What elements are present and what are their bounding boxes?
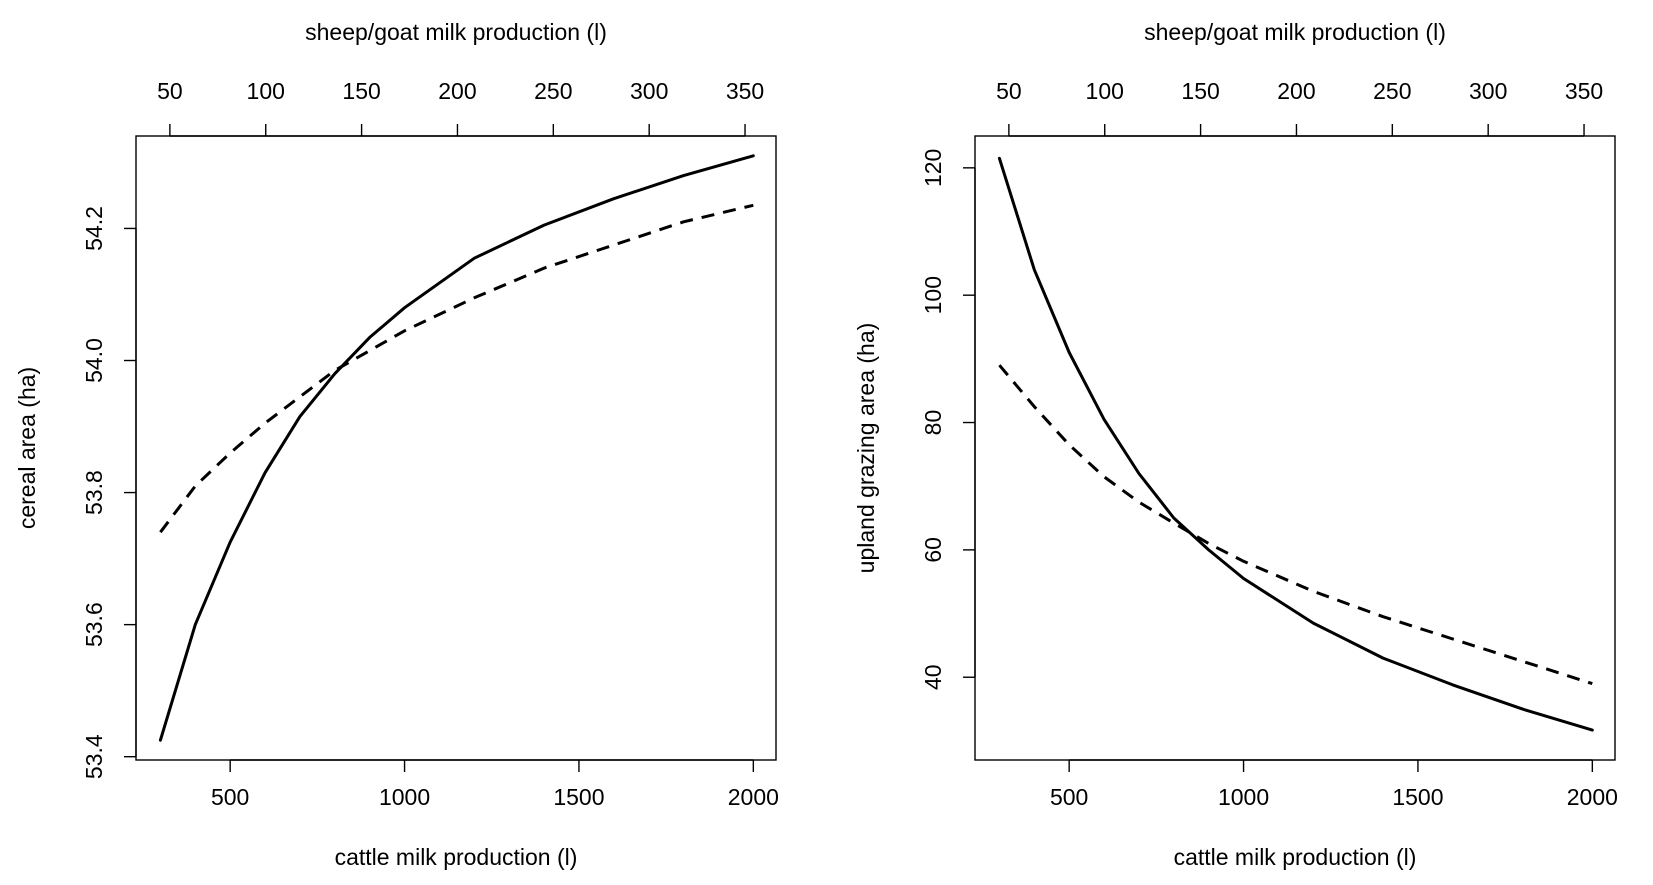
upland-x-tick-label: 1000 (1218, 784, 1269, 810)
upland-y-tick-label: 80 (920, 410, 946, 436)
cereal-x2-tick-label: 350 (726, 78, 764, 104)
upland-x2-tick-label: 200 (1277, 78, 1315, 104)
upland-x2-axis-title: sheep/goat milk production (l) (1144, 19, 1446, 45)
upland-x2-tick-label: 50 (996, 78, 1022, 104)
upland-x2-tick-label: 300 (1469, 78, 1507, 104)
cereal-x2-tick-label: 250 (534, 78, 572, 104)
cereal-x2-tick-label: 200 (438, 78, 476, 104)
upland-x-tick-label: 1500 (1392, 784, 1443, 810)
upland-y-tick-label: 120 (920, 149, 946, 187)
cereal-plot-frame (135, 135, 777, 761)
cereal-y-axis-title: cereal area (ha) (14, 367, 40, 529)
upland-plot-frame (974, 135, 1616, 761)
cereal-x2-tick-label: 100 (247, 78, 285, 104)
cereal-x2-tick-label: 300 (630, 78, 668, 104)
cereal-x-tick-label: 500 (211, 784, 249, 810)
cereal-x-tick-label: 2000 (728, 784, 779, 810)
upland-x2-tick-label: 350 (1565, 78, 1603, 104)
cereal-x2-tick-label: 150 (342, 78, 380, 104)
upland-x2-tick-label: 250 (1373, 78, 1411, 104)
upland-x-tick-label: 500 (1050, 784, 1088, 810)
cereal-x2-tick-label: 50 (157, 78, 183, 104)
cereal-series-dashed-line (159, 203, 754, 534)
upland-y-axis-title: upland grazing area (ha) (853, 323, 879, 574)
cereal-x-axis-title: cattle milk production (l) (335, 844, 578, 870)
cereal-x-tick-label: 1000 (379, 784, 430, 810)
cereal-y-tick-label: 53.8 (81, 470, 107, 515)
cereal-y-tick-label: 54.0 (81, 338, 107, 383)
cereal-x-tick-label: 1500 (553, 784, 604, 810)
upland-series-solid-line (997, 156, 1594, 732)
cereal-y-tick-label: 53.4 (81, 734, 107, 779)
cereal-y-tick-label: 54.2 (81, 206, 107, 251)
upland-grazing-panel: 500 1000 1500 2000 cattle milk production (l… (853, 19, 1618, 870)
cereal-y-tick-label: 53.6 (81, 602, 107, 647)
upland-x2-tick-label: 100 (1086, 78, 1124, 104)
upland-x-tick-label: 2000 (1567, 784, 1618, 810)
upland-y-tick-label: 40 (920, 664, 946, 690)
upland-y-tick-label: 100 (920, 276, 946, 314)
upland-x-axis-title: cattle milk production (l) (1174, 844, 1417, 870)
cereal-area-panel: 500 1000 1500 2000 cattle milk production (l… (14, 19, 779, 870)
upland-series-dashed-line (998, 364, 1593, 686)
cereal-series-solid-line (158, 154, 755, 742)
upland-x2-tick-label: 150 (1181, 78, 1219, 104)
upland-y-tick-label: 60 (920, 537, 946, 563)
cereal-x2-axis-title: sheep/goat milk production (l) (305, 19, 607, 45)
